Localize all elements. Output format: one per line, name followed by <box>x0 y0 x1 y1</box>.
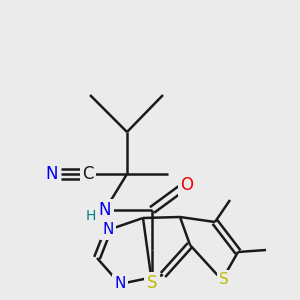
Text: N: N <box>102 223 114 238</box>
Text: N: N <box>99 201 111 219</box>
Text: H: H <box>86 209 96 223</box>
Text: N: N <box>46 165 58 183</box>
Text: O: O <box>181 176 194 194</box>
Text: C: C <box>82 165 94 183</box>
Text: N: N <box>114 277 126 292</box>
Text: S: S <box>147 274 157 292</box>
Text: S: S <box>219 272 229 287</box>
